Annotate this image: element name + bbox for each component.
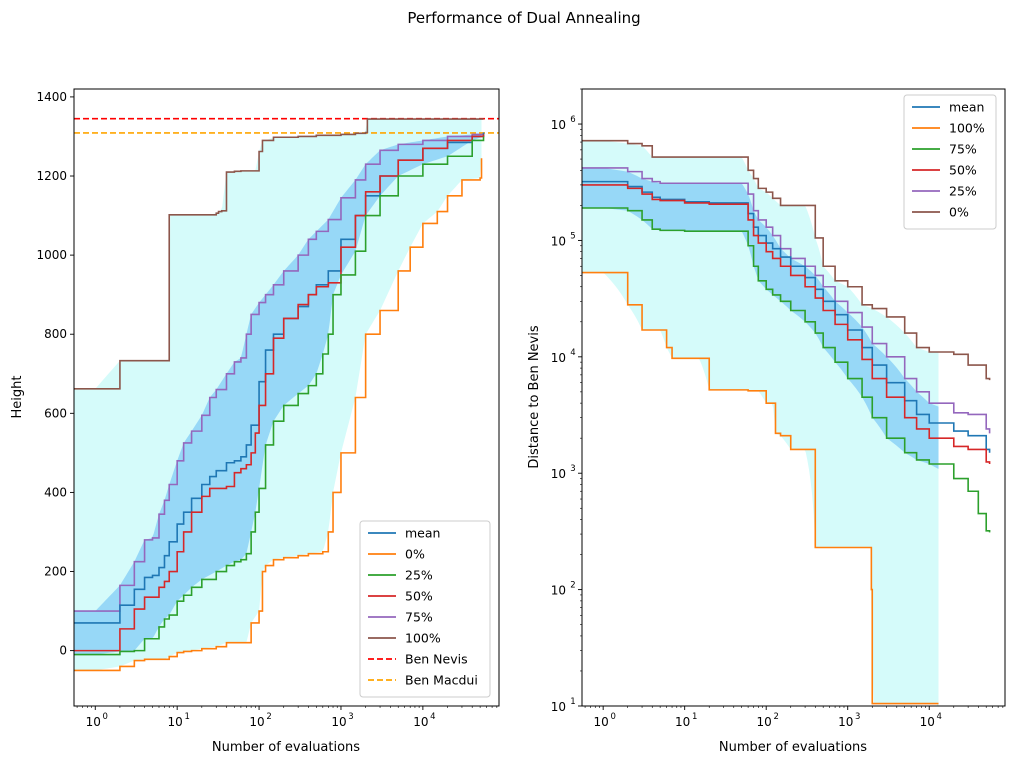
x-tick-exponent: 4	[430, 712, 435, 722]
y-tick-label: 10	[551, 234, 566, 248]
distance-quantile-bands	[582, 140, 939, 706]
x-tick-label: 10	[413, 715, 428, 729]
x-tick-exponent: 3	[855, 712, 860, 722]
y-tick-label: 400	[44, 485, 67, 499]
y-tick-label: 10	[551, 467, 566, 481]
x-tick-exponent: 0	[103, 712, 108, 722]
height-quantile-bands	[74, 119, 482, 671]
inner-band	[74, 133, 482, 655]
y-tick-label: 600	[44, 406, 67, 420]
legend-label: 50%	[949, 163, 977, 178]
height-x-axis-label: Number of evaluations	[212, 740, 360, 755]
x-tick-exponent: 3	[348, 712, 353, 722]
legend-label: Ben Nevis	[405, 652, 468, 667]
legend-label: 100%	[405, 631, 441, 646]
distance-legend: mean 100% 75% 50% 25% 0%	[903, 94, 997, 230]
x-tick-label: 10	[757, 715, 772, 729]
distance-x-axis-label: Number of evaluations	[719, 740, 867, 755]
legend-label: 75%	[949, 142, 977, 157]
height-chart: 10 0 10 1 10 2 10 3 10 4 020040060080010001200140…	[10, 88, 500, 755]
legend-box	[359, 520, 491, 698]
height-y-ticks: 0 200 400 600 800 1000 1200 1400	[36, 90, 74, 658]
y-tick-label: 1000	[36, 248, 67, 262]
distance-y-ticks: 10 1 10 2 10 3 10 4 10 5 10 6	[551, 88, 582, 714]
y-tick-exponent: 4	[570, 348, 575, 358]
x-tick-label: 10	[331, 715, 346, 729]
legend-label: 100%	[949, 121, 985, 136]
legend-label: mean	[949, 100, 984, 115]
y-tick-label: 800	[44, 327, 67, 341]
y-tick-exponent: 5	[570, 231, 575, 241]
x-tick-label: 10	[838, 715, 853, 729]
x-tick-exponent: 2	[266, 712, 271, 722]
y-tick-label: 10	[551, 351, 566, 365]
series-line-3	[74, 134, 485, 652]
x-tick-label: 10	[675, 715, 690, 729]
legend-label: 50%	[405, 589, 433, 604]
series-line-4	[582, 207, 991, 533]
x-tick-exponent: 1	[184, 712, 189, 722]
legend-label: mean	[405, 526, 440, 541]
x-tick-label: 10	[594, 715, 609, 729]
y-tick-exponent: 3	[570, 464, 575, 474]
series-line-5	[74, 158, 483, 672]
y-tick-label: 200	[44, 565, 67, 579]
height-x-ticks: 10 0 10 1 10 2 10 3 10 4	[76, 706, 498, 729]
y-tick-exponent: 1	[570, 697, 575, 707]
series-line-2	[582, 180, 991, 453]
y-tick-label: 10	[551, 118, 566, 132]
figure-title: Performance of Dual Annealing	[407, 9, 640, 27]
series-line-4	[74, 136, 485, 656]
y-tick-exponent: 6	[570, 115, 575, 125]
x-tick-label: 10	[920, 715, 935, 729]
legend-label: 75%	[405, 610, 433, 625]
series-line-1	[74, 133, 485, 612]
height-legend: mean 0% 25% 50% 75% 100% Ben Nevis Ben Macdui	[359, 520, 491, 698]
legend-label: 0%	[405, 547, 425, 562]
distance-series-lines	[582, 139, 991, 705]
outer-band	[582, 140, 939, 706]
height-series-lines	[74, 118, 485, 672]
y-tick-label: 1400	[36, 90, 67, 104]
legend-label: Ben Macdui	[405, 673, 478, 688]
x-tick-exponent: 1	[692, 712, 697, 722]
distance-y-axis-label: Distance to Ben Nevis	[527, 325, 542, 468]
series-line-0	[582, 139, 991, 381]
x-tick-exponent: 4	[937, 712, 942, 722]
series-line-0	[74, 118, 484, 390]
height-plot-frame	[73, 88, 500, 707]
distance-plot-frame	[581, 88, 1006, 707]
series-line-3	[582, 184, 991, 464]
y-tick-label: 1200	[36, 169, 67, 183]
x-tick-label: 10	[249, 715, 264, 729]
series-line-2	[74, 132, 485, 624]
legend-label: 25%	[949, 184, 977, 199]
distance-x-ticks: 10 0 10 1 10 2 10 3 10 4	[584, 706, 1004, 729]
x-tick-label: 10	[86, 715, 101, 729]
legend-label: 25%	[405, 568, 433, 583]
series-line-5	[582, 271, 939, 705]
x-tick-exponent: 0	[610, 712, 615, 722]
x-tick-label: 10	[168, 715, 183, 729]
y-tick-label: 0	[59, 644, 67, 658]
x-tick-exponent: 2	[773, 712, 778, 722]
legend-label: 0%	[949, 205, 969, 220]
height-y-axis-label: Height	[10, 376, 25, 419]
y-tick-label: 10	[551, 700, 566, 714]
y-tick-label: 10	[551, 584, 566, 598]
y-tick-exponent: 2	[570, 581, 575, 591]
